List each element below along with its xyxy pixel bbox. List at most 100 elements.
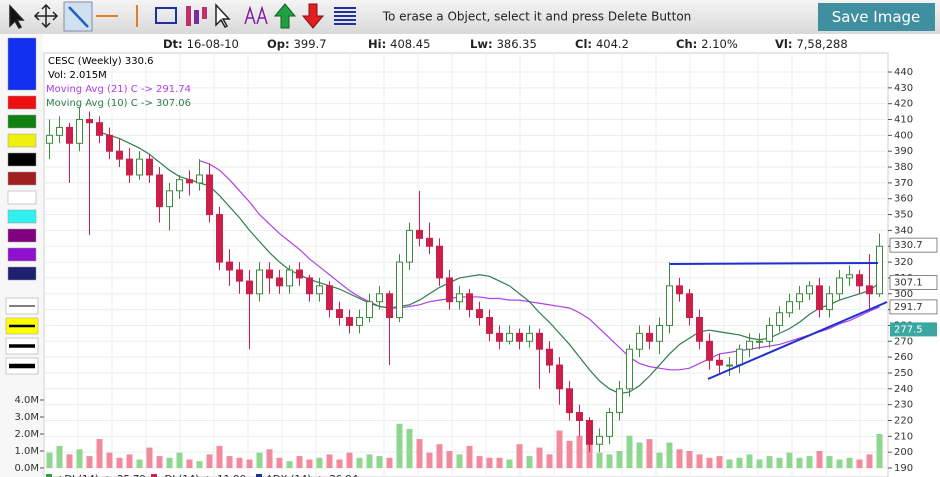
- candle-body: [656, 324, 663, 342]
- candle-body: [826, 293, 833, 311]
- line-tool[interactable]: [68, 6, 89, 28]
- candle-body: [546, 348, 553, 366]
- candle-body: [836, 277, 843, 295]
- text-tool[interactable]: [244, 5, 268, 25]
- volume-bar: [506, 459, 513, 468]
- volume-bar: [346, 452, 353, 468]
- candle-body: [166, 190, 173, 208]
- select-tool[interactable]: [9, 4, 25, 29]
- price-tag: [889, 299, 938, 315]
- move-tool[interactable]: [33, 3, 59, 29]
- candle-body: [146, 158, 153, 176]
- candle-body: [76, 119, 83, 144]
- candle-body: [666, 285, 673, 326]
- candle-body: [266, 269, 273, 279]
- volume-bar: [596, 452, 603, 468]
- candle-body: [126, 158, 133, 176]
- info-item: Ch: 2.10%: [676, 37, 738, 51]
- volume-bar: [566, 440, 573, 468]
- down-arrow-tool[interactable]: [301, 3, 325, 29]
- volume-bar: [776, 457, 783, 468]
- candle-body: [156, 174, 163, 208]
- candle-body: [516, 332, 523, 342]
- volume-bar: [146, 447, 153, 468]
- info-item: Op: 399.7: [267, 37, 327, 51]
- volume-bar: [696, 454, 703, 468]
- ma21-line: [199, 160, 880, 371]
- legend-ma10: Moving Avg (10) C -> 307.06: [46, 98, 191, 109]
- candle-body: [686, 293, 693, 319]
- info-item: Lw: 386.35: [470, 37, 537, 51]
- swatch[interactable]: [7, 228, 37, 243]
- volume-bar: [376, 456, 383, 468]
- candle-body: [526, 332, 533, 342]
- candle-body: [746, 340, 753, 350]
- info-value: 7,58,288: [796, 37, 847, 51]
- trend-line[interactable]: [669, 262, 879, 265]
- volume-bar: [846, 457, 853, 468]
- fib-tool[interactable]: [186, 6, 207, 26]
- info-label: Cl:: [575, 37, 592, 51]
- width-lines: [9, 305, 35, 369]
- candle-body: [556, 364, 563, 390]
- swatch[interactable]: [7, 209, 37, 224]
- volume-bar: [196, 461, 203, 468]
- volume-bar: [96, 439, 103, 468]
- volume-bar: [656, 452, 663, 468]
- y-tick-label: 350: [894, 210, 913, 221]
- candle-body: [216, 214, 223, 263]
- swatch[interactable]: [7, 152, 37, 167]
- legend-ma21: Moving Avg (21) C -> 291.74: [46, 84, 191, 95]
- candle-body: [736, 348, 743, 366]
- info-items: Dt: 16-08-10 Op: 399.7 Hi: 408.45 Lw: 386.35 Cl:…: [163, 37, 848, 51]
- y-tick-label: 210: [894, 431, 913, 442]
- candle-body: [476, 309, 483, 319]
- volume-bar: [466, 445, 473, 468]
- trend-line[interactable]: [707, 301, 888, 380]
- vol-tick-label: 3.0M: [14, 412, 39, 423]
- y-tick-label: 260: [894, 352, 913, 363]
- candle-body: [706, 340, 713, 361]
- candle-body: [136, 158, 143, 176]
- save-image-label[interactable]: Save Image: [832, 8, 921, 26]
- legend: CESC (Weekly) 330.6 Vol: 2.015M Moving A…: [46, 56, 191, 109]
- candle-body: [346, 317, 353, 326]
- volume-bar: [706, 457, 713, 468]
- price-tag-label: 330.7: [894, 240, 923, 251]
- candle-body: [366, 301, 373, 319]
- volume-bar: [796, 457, 803, 468]
- volume-bar: [76, 449, 83, 468]
- swatch[interactable]: [7, 190, 37, 205]
- swatch[interactable]: [7, 37, 37, 91]
- volume-bar: [136, 459, 143, 468]
- swatch[interactable]: [7, 95, 37, 110]
- volume-bar: [406, 428, 413, 468]
- save-image-button[interactable]: [818, 3, 935, 31]
- legend-volume: Vol: 2.015M: [48, 70, 107, 81]
- palette-swatches: [5, 37, 39, 375]
- pointer-tool[interactable]: [215, 3, 231, 28]
- candle-body: [496, 332, 503, 342]
- swatch[interactable]: [7, 114, 37, 129]
- swatch[interactable]: [7, 133, 37, 148]
- swatch[interactable]: [7, 247, 37, 262]
- candle-body: [246, 280, 253, 295]
- candle-body: [576, 412, 583, 421]
- rect-tool[interactable]: [155, 7, 177, 24]
- y-tick-label: 360: [894, 194, 913, 205]
- volume-bar: [476, 456, 483, 468]
- menu-tool[interactable]: [334, 7, 356, 25]
- up-arrow-tool[interactable]: [273, 3, 297, 29]
- info-item: Cl: 404.2: [575, 37, 629, 51]
- y-tick-label: 380: [894, 162, 913, 173]
- candle-body: [696, 317, 703, 342]
- candle-body: [426, 237, 433, 247]
- volume-bar: [606, 454, 613, 468]
- candle-body: [306, 277, 313, 295]
- plot-area: [43, 52, 889, 477]
- swatch[interactable]: [7, 171, 37, 186]
- volume-bar: [106, 452, 113, 468]
- volume-bar: [276, 457, 283, 468]
- volume-bar: [286, 461, 293, 468]
- swatch[interactable]: [7, 266, 37, 281]
